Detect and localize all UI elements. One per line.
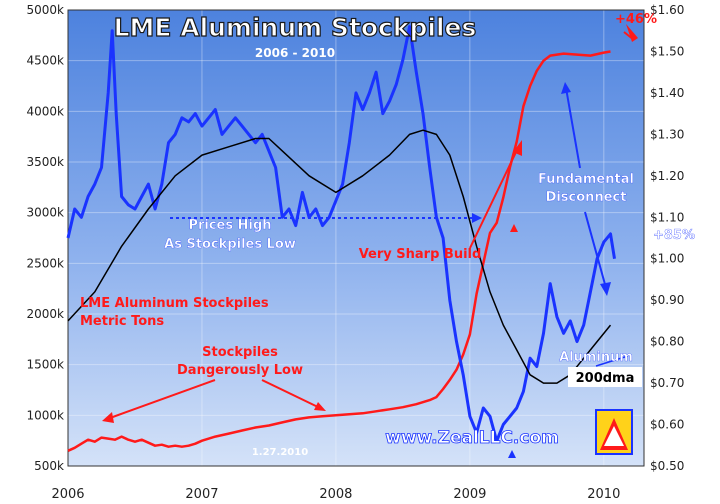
series-line-aluminum bbox=[66, 25, 616, 443]
annotation-fundamental: Fundamental bbox=[538, 172, 634, 187]
disconnect-arrow-down bbox=[584, 211, 607, 289]
y-right-tick-label: $0.50 bbox=[650, 459, 684, 473]
series-line-lme-aluminum-stockpiles bbox=[67, 50, 611, 452]
y-right-tick-label: $0.80 bbox=[650, 335, 684, 349]
mid-marker-red bbox=[510, 224, 518, 232]
annotation-aluminum: Aluminum bbox=[559, 350, 633, 365]
y-left-tick-label: 3500k bbox=[27, 155, 65, 169]
y-right-tick-label: $0.90 bbox=[650, 293, 684, 307]
y-axis-left: 500k 1000k 1500k 2000k 2500k 3000k 3500k 4000k 4… bbox=[27, 3, 65, 473]
annotation-stockpiles-low: As Stockpiles Low bbox=[164, 237, 296, 252]
annotation-arrows bbox=[102, 24, 638, 458]
y-left-tick-label: 2500k bbox=[27, 256, 65, 270]
y-right-tick-label: $0.70 bbox=[650, 376, 684, 390]
annotation-200dma: 200dma bbox=[576, 371, 635, 386]
annotation-sharp-build: Very Sharp Build bbox=[359, 247, 482, 262]
y-left-tick-label: 4000k bbox=[27, 104, 65, 118]
annotations: Prices High As Stockpiles Low Very Sharp… bbox=[80, 12, 695, 458]
y-left-tick-label: 1500k bbox=[27, 358, 65, 372]
y-left-tick-label: 5000k bbox=[27, 3, 65, 17]
disconnect-arrow-up bbox=[565, 87, 581, 169]
y-right-tick-label: $1.00 bbox=[650, 252, 684, 266]
annotation-website: www.ZealLLC.com bbox=[385, 428, 559, 448]
plus46-pointer-head bbox=[626, 24, 638, 42]
annotation-disconnect: Disconnect bbox=[546, 190, 627, 205]
annotation-plus85: +85% bbox=[653, 228, 695, 243]
series-line-200dma bbox=[67, 129, 612, 384]
x-tick-label: 2006 bbox=[51, 487, 84, 502]
x-tick-label: 2009 bbox=[453, 487, 486, 502]
y-left-tick-label: 4500k bbox=[27, 54, 65, 68]
annotation-dangerously-low: Dangerously Low bbox=[177, 363, 303, 378]
dma-label-box bbox=[568, 367, 642, 387]
aluminum-pointer bbox=[595, 355, 629, 367]
bottom-marker-blue bbox=[508, 450, 516, 458]
series-group bbox=[66, 25, 616, 452]
y-left-tick-label: 500k bbox=[34, 459, 64, 473]
y-right-tick-label: $1.30 bbox=[650, 127, 684, 141]
dotted-arrow-head bbox=[472, 213, 482, 223]
y-right-tick-label: $1.50 bbox=[650, 44, 684, 58]
low-arrow-right bbox=[261, 379, 321, 409]
low-arrow-left bbox=[109, 379, 216, 419]
low-arrow-left-head bbox=[102, 412, 114, 423]
annotation-prices-high: Prices High bbox=[188, 218, 271, 233]
y-left-tick-label: 1000k bbox=[27, 408, 65, 422]
y-left-tick-label: 2000k bbox=[27, 307, 65, 321]
disconnect-arrow-down-head bbox=[600, 282, 611, 296]
y-right-tick-label: $0.60 bbox=[650, 418, 684, 432]
x-axis: 2006 2007 2008 2009 2010 bbox=[51, 487, 620, 502]
y-right-tick-label: $1.40 bbox=[650, 86, 684, 100]
sharp-build-arrow-head bbox=[513, 140, 522, 156]
y-left-tick-label: 3000k bbox=[27, 206, 65, 220]
annotation-stockpiles-label: LME Aluminum Stockpiles bbox=[80, 296, 269, 311]
x-tick-label: 2008 bbox=[319, 487, 352, 502]
low-arrow-right-head bbox=[314, 402, 326, 411]
annotation-plus46: +46% bbox=[615, 12, 657, 27]
x-tick-label: 2010 bbox=[587, 487, 620, 502]
y-axis-right: $0.50 $0.60 $0.70 $0.80 $0.90 $1.00 $1.10 $1.20… bbox=[650, 3, 684, 473]
y-right-tick-label: $1.10 bbox=[650, 210, 684, 224]
annotation-metric-tons: Metric Tons bbox=[80, 314, 164, 329]
disconnect-arrow-up-head bbox=[561, 82, 571, 94]
chart-subtitle: 2006 - 2010 bbox=[255, 46, 335, 60]
y-right-tick-label: $1.20 bbox=[650, 169, 684, 183]
annotation-stockpiles: Stockpiles bbox=[202, 345, 278, 360]
zeal-logo bbox=[595, 409, 633, 455]
annotation-date: 1.27.2010 bbox=[252, 447, 308, 458]
x-tick-label: 2007 bbox=[185, 487, 218, 502]
plot-background bbox=[68, 10, 644, 466]
chart-title: LME Aluminum Stockpiles bbox=[114, 13, 477, 42]
y-right-tick-label: $1.60 bbox=[650, 3, 684, 17]
sharp-build-arrow bbox=[469, 147, 519, 249]
